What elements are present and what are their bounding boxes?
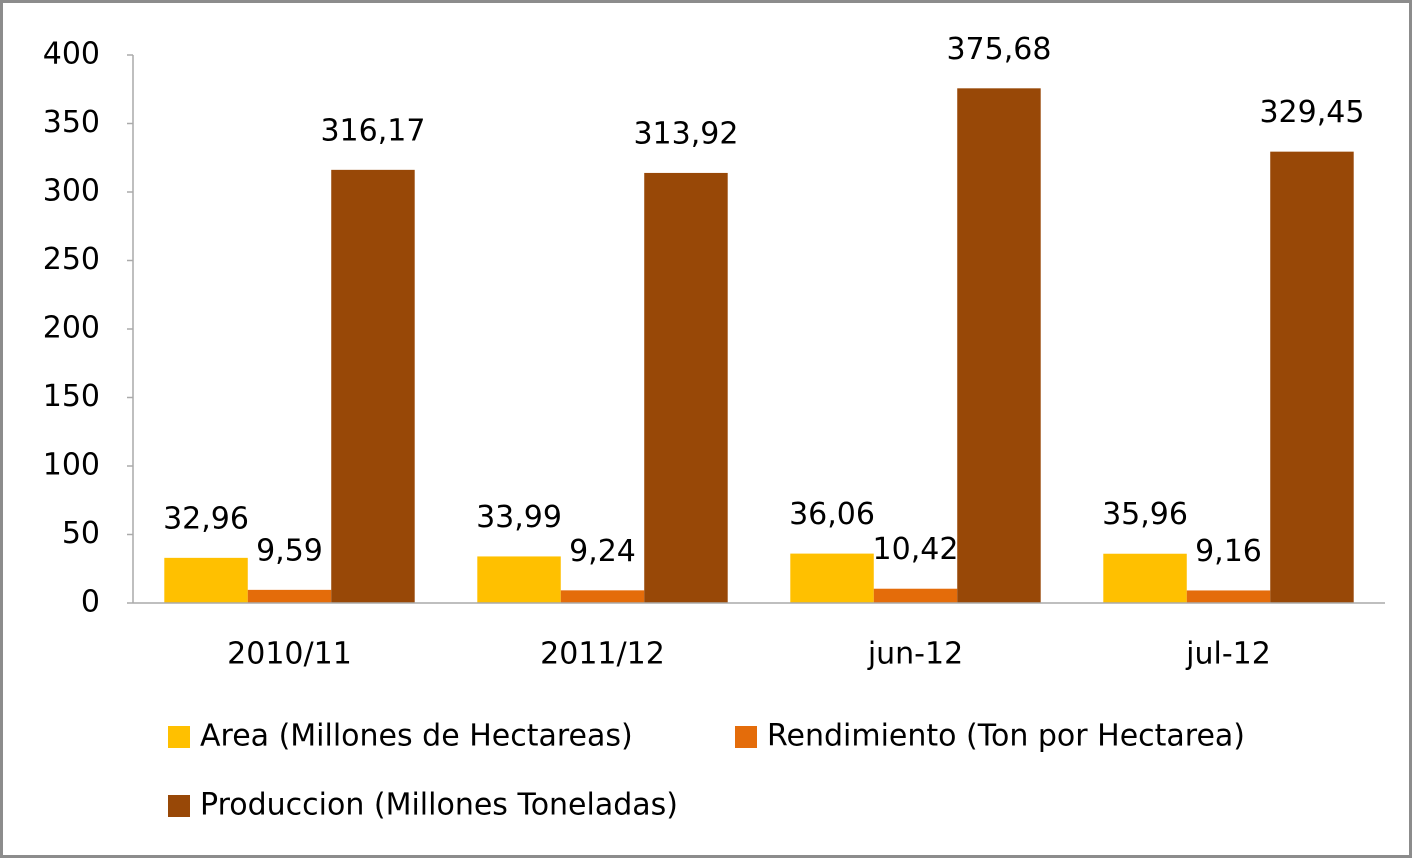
y-tick-label: 100	[43, 448, 100, 483]
y-tick-label: 0	[81, 585, 100, 620]
data-label: 9,59	[256, 533, 323, 568]
legend-label: Produccion (Millones Toneladas)	[200, 788, 678, 823]
y-tick-label: 50	[62, 516, 100, 551]
data-label: 36,06	[789, 497, 875, 532]
bar	[644, 172, 728, 603]
bar	[331, 169, 415, 603]
legend-swatch	[168, 795, 190, 817]
data-label: 9,24	[569, 534, 636, 569]
data-label: 9,16	[1195, 534, 1262, 569]
bar	[164, 557, 248, 603]
bar	[247, 589, 332, 603]
bar	[1186, 590, 1271, 603]
bar	[957, 88, 1041, 603]
x-tick-label: 2010/11	[227, 637, 352, 672]
bar	[1270, 151, 1354, 603]
data-label: 313,92	[633, 116, 738, 151]
x-tick-label: jul-12	[1185, 637, 1271, 672]
data-label: 33,99	[476, 500, 562, 535]
legend-label: Rendimiento (Ton por Hectarea)	[767, 719, 1245, 754]
bar	[790, 553, 874, 603]
bar	[477, 556, 561, 603]
data-label: 35,96	[1102, 497, 1188, 532]
x-tick-label: jun-12	[867, 637, 963, 672]
y-tick-label: 200	[43, 311, 100, 346]
data-label: 10,42	[873, 532, 959, 567]
data-label: 375,68	[946, 32, 1051, 67]
y-tick-label: 150	[43, 379, 100, 414]
bar	[873, 588, 958, 603]
data-label: 32,96	[163, 501, 249, 536]
legend-label: Area (Millones de Hectareas)	[200, 719, 633, 754]
legend-swatch	[168, 726, 190, 748]
legend-swatch	[735, 726, 757, 748]
y-tick-label: 250	[43, 242, 100, 277]
y-tick-label: 300	[43, 174, 100, 209]
bar	[1103, 553, 1187, 603]
data-label: 316,17	[320, 113, 425, 148]
y-tick-label: 400	[43, 37, 100, 72]
x-tick-label: 2011/12	[540, 637, 665, 672]
bar	[560, 590, 645, 603]
y-tick-label: 350	[43, 105, 100, 140]
data-label: 329,45	[1259, 95, 1364, 130]
